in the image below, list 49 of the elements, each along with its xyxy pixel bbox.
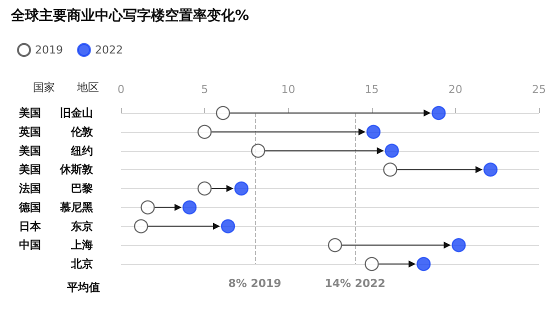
ref-line-label: 14% 2022 [324,277,386,290]
x-tick-label: 20 [448,83,462,96]
point [220,219,236,234]
y2-tick-label: 日本 [19,220,42,233]
y2-tick-label: 英国 [18,125,41,138]
point [198,181,212,196]
y-tick-label: 北京 [70,258,93,270]
point [416,256,431,272]
point [140,200,155,214]
point [384,144,399,158]
text: 国家 [33,81,55,94]
y2-tick-label: 德国 [18,200,41,214]
y-tick-label: 纽约 [70,144,93,158]
x-tick-label: 0 [118,83,124,96]
point [366,124,381,139]
point [182,200,197,214]
y-tick-label: 慕尼黑 [59,200,93,214]
chart-title: 全球主要商业中心写字楼空置率变化% [10,7,250,24]
point [328,238,342,252]
point [234,181,248,196]
point [364,256,379,272]
point [383,162,398,177]
y2-tick-label: 美国 [18,163,41,176]
point [198,124,212,139]
point [432,106,446,120]
x-tick-label: 25 [532,83,546,96]
text: 平均值 [66,281,100,294]
y2-tick-label: 法国 [18,182,41,195]
point [483,162,498,177]
y-tick-label: 上海 [70,238,93,252]
text: 地区 [76,81,99,94]
x-tick-label: 10 [281,83,296,96]
y2-tick-label: 美国 [18,144,41,158]
y2-tick-label: 美国 [18,106,41,120]
y-tick-label: 伦敦 [70,125,94,138]
y-tick-label: 东京 [70,220,93,233]
point [251,144,266,158]
legend-label: 2019 [35,44,63,56]
point [134,219,148,234]
y2-tick-label: 中国 [19,238,41,252]
point [452,238,466,252]
y-tick-label: 旧金山 [60,106,93,120]
legend-label: 2022 [94,44,123,56]
x-tick-label: 15 [364,83,379,96]
x-tick-label: 5 [201,83,208,96]
point [216,106,230,120]
y-tick-label: 巴黎 [71,182,93,195]
y-tick-label: 休斯敦 [59,163,94,176]
ref-line-label: 8% 2019 [228,277,282,290]
